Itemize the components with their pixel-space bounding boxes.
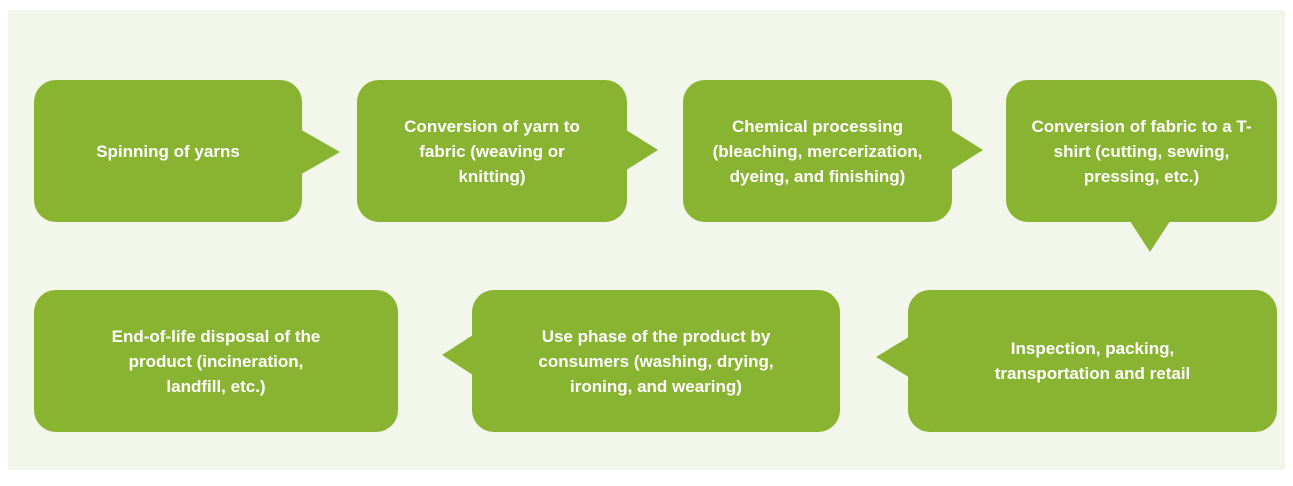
node-text: End-of-life disposal of the product (inc… [111,326,321,396]
node-text: Use phase of the product by consumers (w… [538,326,774,396]
pointer [876,335,912,379]
node-text: Conversion of yarn to fabric (weaving or… [404,116,580,186]
node-box [908,290,1277,432]
node-box [357,80,627,222]
pointer [623,128,658,172]
node-text: Chemical processing (bleaching, merceriz… [712,116,923,186]
node-box [34,290,398,432]
node-label: Conversion of yarn to fabric (weaving or… [357,80,627,222]
node-label: End-of-life disposal of the product (inc… [34,290,398,432]
node-label: Inspection, packing, transportation and … [908,290,1277,432]
node-label: Use phase of the product by consumers (w… [472,290,840,432]
node-text: Inspection, packing, transportation and … [994,339,1191,383]
node-label: Chemical processing (bleaching, merceriz… [683,80,952,222]
node-text: Spinning of yarns [96,141,240,161]
pointer [948,128,983,172]
pointers [298,128,1172,379]
node-label: Conversion of fabric to a T-shirt (cutti… [1006,80,1277,222]
pointer [298,128,340,176]
node-label: Spinning of yarns [34,80,302,222]
pointer [442,333,476,377]
pointer [1128,218,1172,252]
node-box [1006,80,1277,222]
node-text: Conversion of fabric to a T-shirt (cutti… [1031,116,1252,186]
node-box [472,290,840,432]
node-box [34,80,302,222]
node-box [683,80,952,222]
